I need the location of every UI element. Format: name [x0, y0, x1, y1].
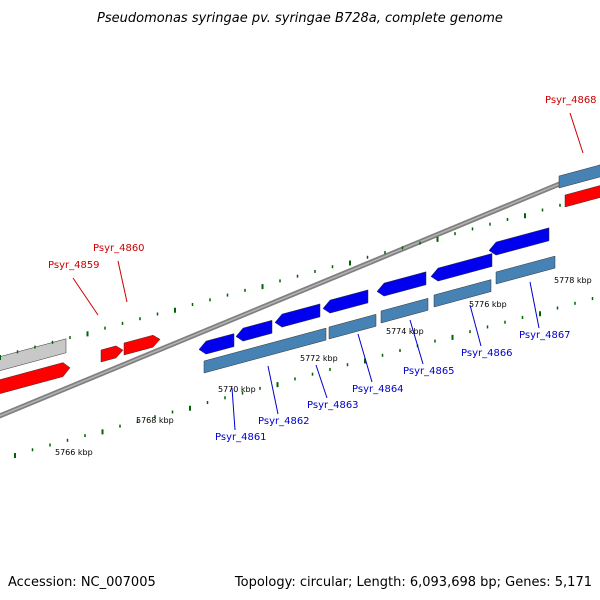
forward-gene-7 — [488, 227, 550, 256]
gene-psyr-4860-arrow-a — [100, 345, 124, 363]
gene-label-blue: Psyr_4867 — [519, 330, 571, 341]
gene-label-blue: Psyr_4861 — [215, 432, 267, 443]
gene-label-red: Psyr_4859 — [48, 260, 100, 271]
gene-label-blue: Psyr_4864 — [352, 384, 404, 395]
gene-psyr-4860-arrow-b — [123, 334, 161, 356]
grey-feature — [0, 338, 67, 371]
forward-gene-6 — [430, 253, 493, 282]
cds-track-4 — [433, 279, 492, 308]
gene-label-blue: Psyr_4862 — [258, 416, 310, 427]
leader-line — [409, 319, 424, 365]
leader-line — [357, 333, 373, 383]
leader-line — [529, 281, 540, 329]
gene-label-red: Psyr_4868 — [545, 95, 597, 106]
forward-gene-5 — [376, 271, 427, 297]
gene-label-blue: Psyr_4863 — [307, 400, 359, 411]
tick-label: 5778 kbp — [554, 276, 592, 285]
gene-label-blue: Psyr_4866 — [461, 348, 513, 359]
forward-gene-1 — [198, 333, 235, 355]
forward-gene-4 — [322, 289, 369, 314]
cds-track-2 — [328, 313, 377, 340]
accession-text: Accession: NC_007005 — [8, 575, 156, 590]
leader-line — [315, 364, 328, 399]
gene-psyr-4859-arrow — [0, 362, 71, 394]
cds-track-3 — [380, 297, 429, 324]
forward-gene-2 — [235, 319, 273, 342]
gene-label-blue: Psyr_4865 — [403, 366, 455, 377]
feature-tracks — [0, 164, 600, 419]
cds-track-edge — [558, 164, 600, 189]
map-title: Pseudomonas syringae pv. syringae B728a,… — [97, 11, 503, 26]
tick-label: 5772 kbp — [300, 354, 338, 363]
gene-labels: 5766 kbp 5768 kbp 5770 kbp 5772 kbp 5774 kbp… — [48, 95, 597, 457]
leader-line — [231, 387, 236, 431]
gene-label-red: Psyr_4860 — [93, 243, 145, 254]
tick-label: 5776 kbp — [469, 300, 507, 309]
leader-line — [569, 112, 584, 154]
tick-label: 5774 kbp — [386, 327, 424, 336]
cds-track-1 — [203, 327, 327, 374]
leader-line — [469, 304, 482, 347]
tick-label: 5768 kbp — [136, 416, 174, 425]
leader-line — [117, 260, 128, 303]
topology-text: Topology: circular; Length: 6,093,698 bp… — [234, 575, 592, 590]
gene-psyr-4868-arrow — [564, 185, 600, 208]
tick-label: 5766 kbp — [55, 448, 93, 457]
cds-track-5 — [495, 255, 556, 285]
genome-backbone-highlight — [0, 166, 600, 417]
leader-line — [72, 277, 99, 316]
tick-label: 5770 kbp — [218, 385, 256, 394]
forward-gene-3 — [274, 303, 321, 328]
leader-line — [267, 365, 279, 415]
